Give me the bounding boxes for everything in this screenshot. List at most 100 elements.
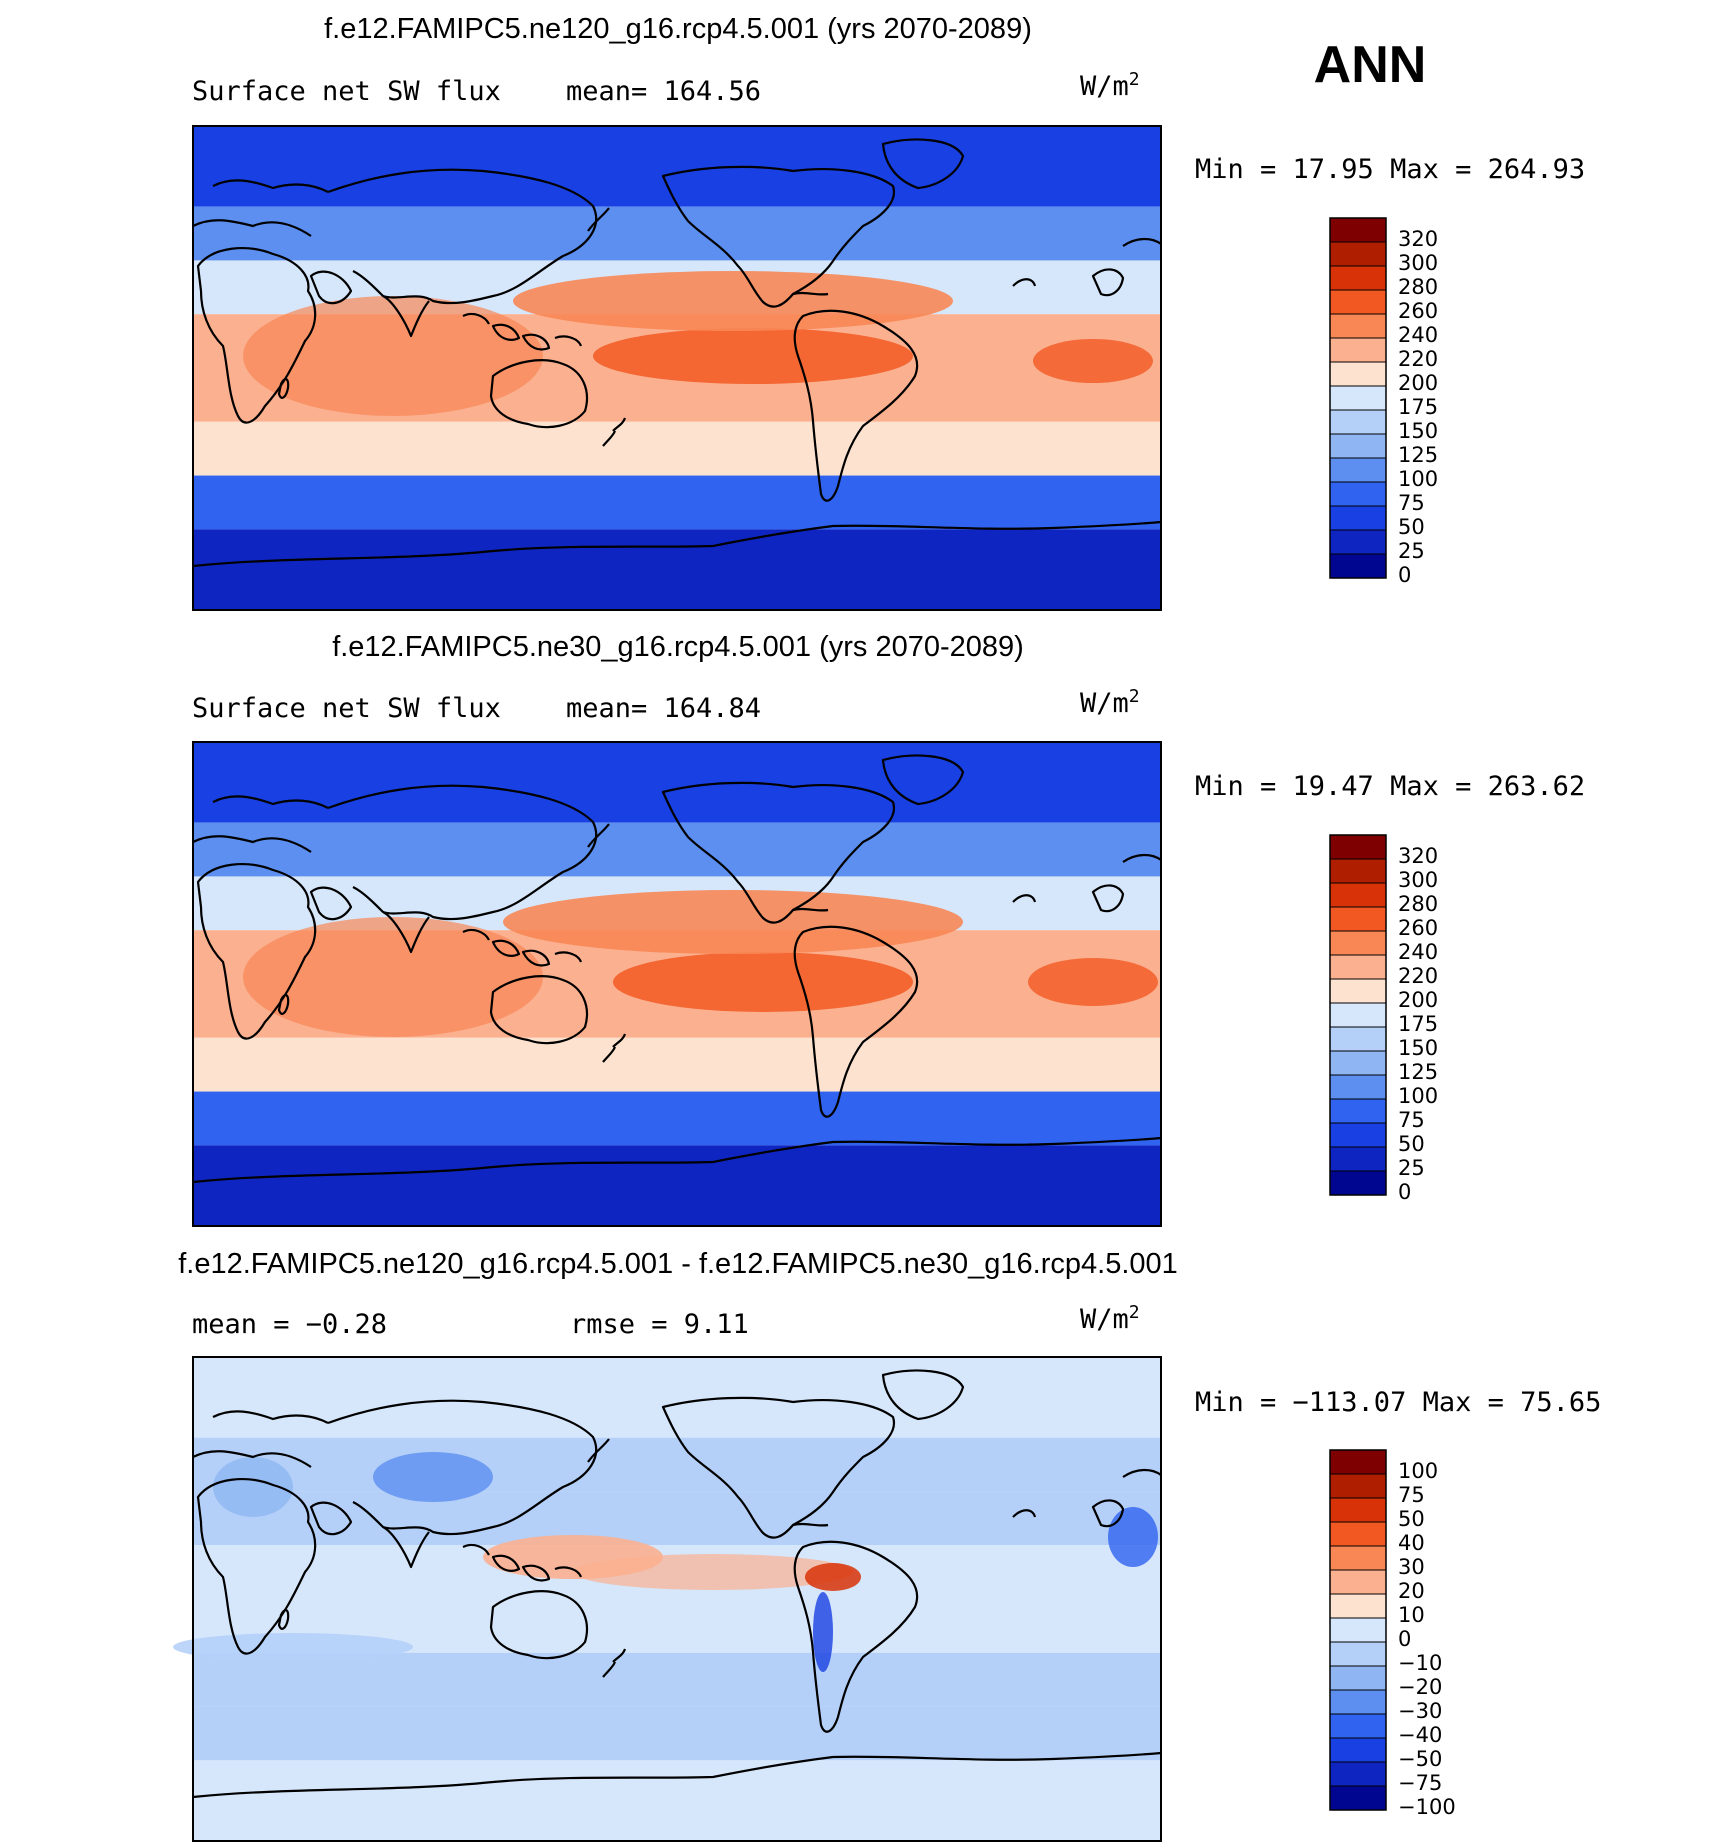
colorbar-swatch <box>1329 882 1387 908</box>
colorbar-swatch <box>1329 1641 1387 1667</box>
panel-3-zones <box>193 1357 1161 1841</box>
colorbar-label: −50 <box>1398 1747 1442 1771</box>
panel-3-units: W/m2 <box>1080 1302 1140 1336</box>
colorbar-label: 40 <box>1398 1531 1425 1555</box>
zonal-band <box>193 1760 1161 1841</box>
zonal-band <box>193 1037 1161 1092</box>
colorbar-swatch <box>1329 1122 1387 1148</box>
colorbar-swatch <box>1329 930 1387 956</box>
zonal-band <box>193 529 1161 610</box>
colorbar-swatch <box>1329 1074 1387 1100</box>
colorbar-swatch <box>1329 1665 1387 1691</box>
colorbar-swatch <box>1329 529 1387 555</box>
colorbar-swatch <box>1329 313 1387 339</box>
colorbar-label: 100 <box>1398 1459 1438 1483</box>
colorbar-swatch <box>1329 906 1387 932</box>
colorbar-swatch <box>1329 457 1387 483</box>
colorbar-label: 260 <box>1398 299 1438 323</box>
colorbar-swatch <box>1329 241 1387 267</box>
colorbar-swatch <box>1329 289 1387 315</box>
colorbar-label: 220 <box>1398 347 1438 371</box>
colorbar-label: 75 <box>1398 1108 1425 1132</box>
panel-1-map <box>191 125 1163 611</box>
colorbar-label: −20 <box>1398 1675 1442 1699</box>
colorbar-label: 240 <box>1398 940 1438 964</box>
season-label: ANN <box>1314 36 1427 94</box>
zonal-band <box>193 1145 1161 1226</box>
zonal-band <box>193 1706 1161 1761</box>
panel-1-left-label: Surface net SW flux <box>192 76 501 107</box>
panel-3-minmax: Min = −113.07 Max = 75.65 <box>1195 1387 1601 1418</box>
panel-1-tropical-max <box>593 328 913 384</box>
panel-1-stat-label: mean= 164.56 <box>566 76 761 107</box>
colorbar-label: 50 <box>1398 515 1425 539</box>
panel-3-left-label: mean = −0.28 <box>192 1309 387 1340</box>
zonal-band <box>193 1437 1161 1492</box>
colorbar-label: 100 <box>1398 1084 1438 1108</box>
colorbar-swatch <box>1329 1521 1387 1547</box>
panel-3-title: f.e12.FAMIPC5.ne120_g16.rcp4.5.001 - f.e… <box>178 1248 1178 1280</box>
zonal-band <box>193 206 1161 261</box>
colorbar-swatch <box>1329 553 1387 579</box>
colorbar-label: 75 <box>1398 491 1425 515</box>
colorbar-label: 50 <box>1398 1507 1425 1531</box>
zonal-band <box>193 1357 1161 1438</box>
colorbar-swatch <box>1329 409 1387 435</box>
colorbar-label: 25 <box>1398 1156 1425 1180</box>
colorbar-label: 125 <box>1398 443 1438 467</box>
colorbar-label: 0 <box>1398 1180 1411 1204</box>
colorbar-label: 25 <box>1398 539 1425 563</box>
colorbar-swatch <box>1329 1449 1387 1475</box>
colorbar-swatch <box>1329 1146 1387 1172</box>
panel-2: f.e12.FAMIPC5.ne30_g16.rcp4.5.001 (yrs 2… <box>191 631 1585 1227</box>
panel-2-stat-label: mean= 164.84 <box>566 693 761 724</box>
zonal-band <box>193 475 1161 530</box>
colorbar-swatch <box>1329 858 1387 884</box>
colorbar-label: −40 <box>1398 1723 1442 1747</box>
colorbar-label: 100 <box>1398 467 1438 491</box>
colorbar-label: 10 <box>1398 1603 1425 1627</box>
colorbar-swatch <box>1329 1545 1387 1571</box>
colorbar-swatch <box>1329 1761 1387 1787</box>
colorbar-label: 320 <box>1398 844 1438 868</box>
panel-2-title: f.e12.FAMIPC5.ne30_g16.rcp4.5.001 (yrs 2… <box>332 631 1024 663</box>
colorbar-swatch <box>1329 1785 1387 1811</box>
colorbar-label: 75 <box>1398 1483 1425 1507</box>
colorbar-label: 20 <box>1398 1579 1425 1603</box>
colorbar-label: 240 <box>1398 323 1438 347</box>
colorbar-label: 175 <box>1398 395 1438 419</box>
colorbar-swatch <box>1329 1689 1387 1715</box>
zonal-band <box>193 822 1161 877</box>
panel-3: f.e12.FAMIPC5.ne120_g16.rcp4.5.001 - f.e… <box>173 1248 1601 1842</box>
colorbar-label: 0 <box>1398 563 1411 587</box>
colorbar-label: 220 <box>1398 964 1438 988</box>
colorbar-label: 300 <box>1398 251 1438 275</box>
colorbar-swatch <box>1329 1737 1387 1763</box>
zonal-band <box>193 421 1161 476</box>
colorbar-swatch <box>1329 1497 1387 1523</box>
colorbar-label: 150 <box>1398 1036 1438 1060</box>
panel-2-minmax: Min = 19.47 Max = 263.62 <box>1195 771 1585 802</box>
colorbar-swatch <box>1329 954 1387 980</box>
colorbar-label: 200 <box>1398 988 1438 1012</box>
panel-1-minmax: Min = 17.95 Max = 264.93 <box>1195 154 1585 185</box>
colorbar-label: −10 <box>1398 1651 1442 1675</box>
colorbar-swatch <box>1329 361 1387 387</box>
panel-2-tropical-max <box>613 952 913 1012</box>
panel-3-map <box>173 1356 1163 1842</box>
colorbar-swatch <box>1329 1050 1387 1076</box>
colorbar-swatch <box>1329 1170 1387 1196</box>
colorbar-swatch <box>1329 1026 1387 1052</box>
zonal-band <box>193 742 1161 823</box>
colorbar-label: 175 <box>1398 1012 1438 1036</box>
colorbar-swatch <box>1329 1593 1387 1619</box>
panel-2-left-label: Surface net SW flux <box>192 693 501 724</box>
colorbar-label: −30 <box>1398 1699 1442 1723</box>
colorbar-swatch <box>1329 1713 1387 1739</box>
zonal-band <box>193 1652 1161 1707</box>
panel-3-stat-label: rmse = 9.11 <box>570 1309 749 1340</box>
colorbar-label: 50 <box>1398 1132 1425 1156</box>
colorbar-label: 280 <box>1398 275 1438 299</box>
